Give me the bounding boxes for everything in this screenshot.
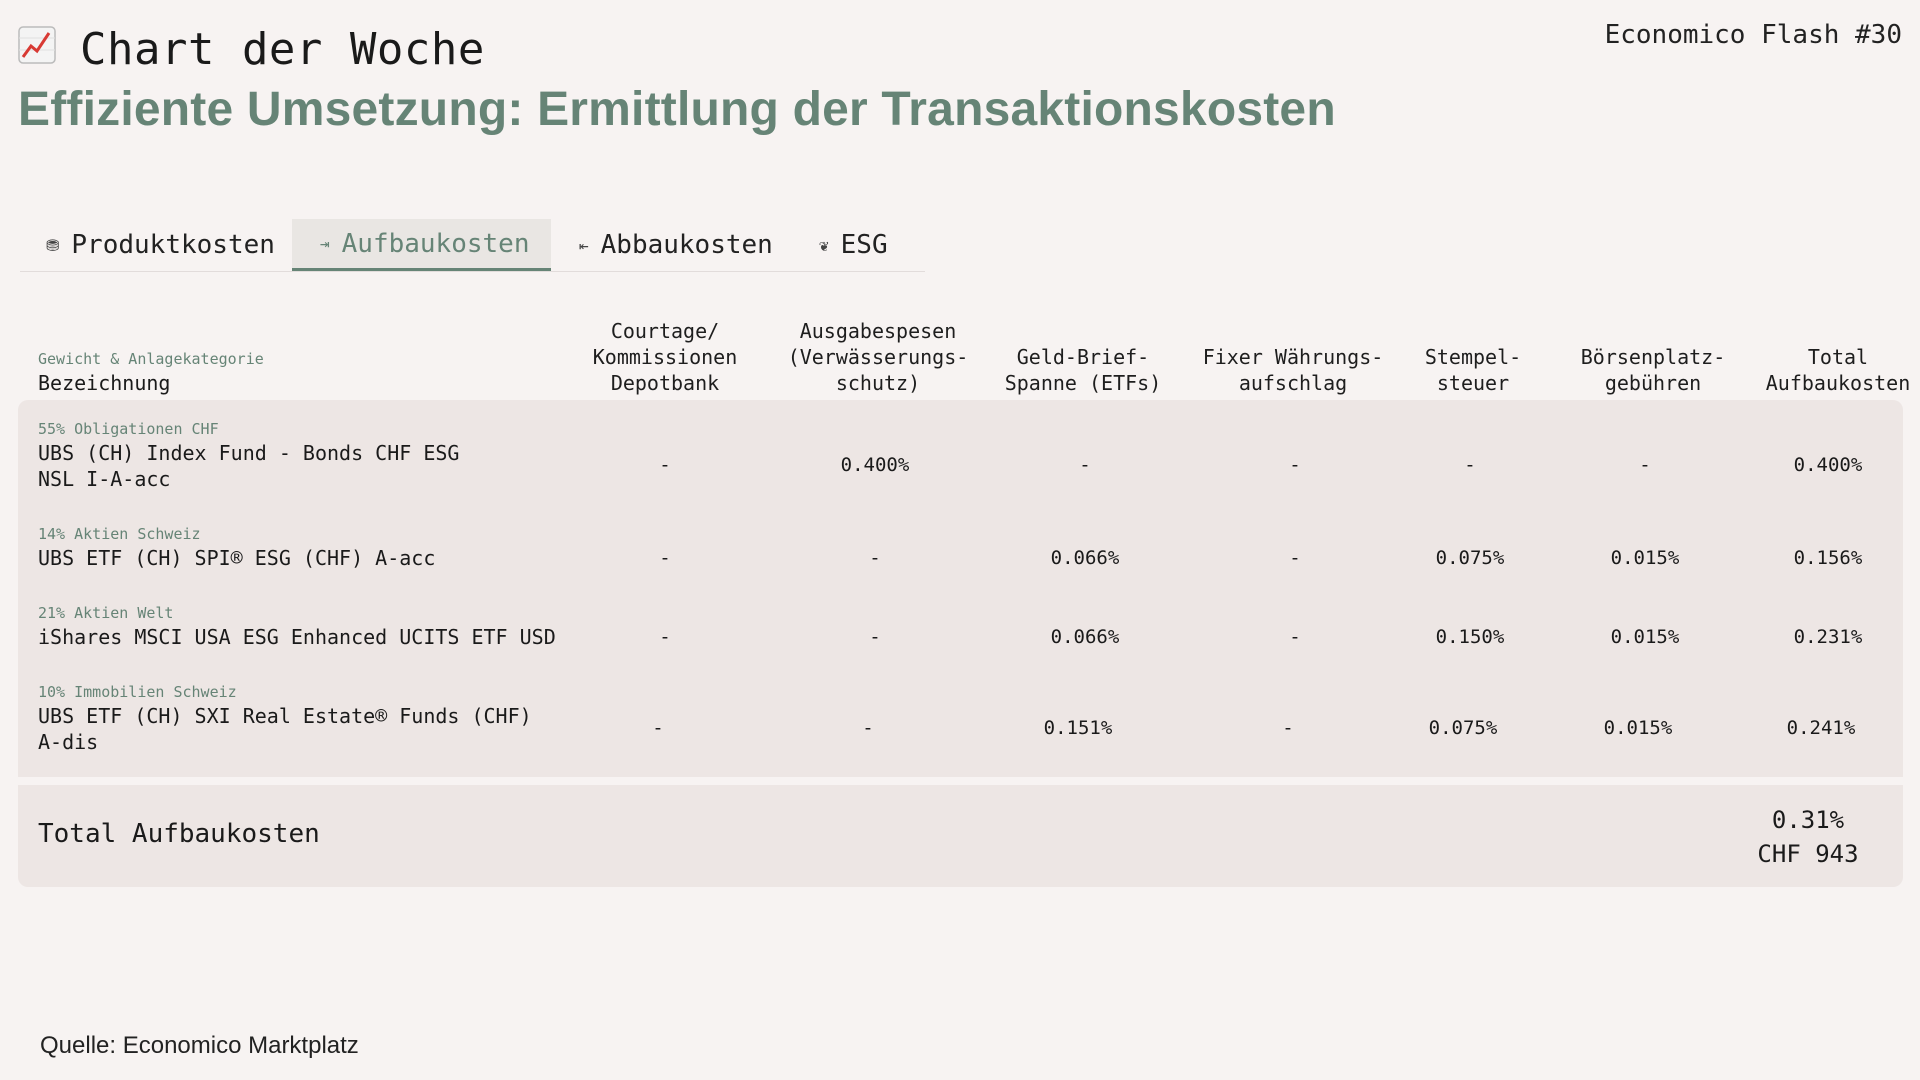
total-value: 0.31% CHF 943 xyxy=(1708,803,1908,871)
column-header: Stempel- steuer xyxy=(1424,345,1522,395)
column-header: Geld-Brief- Spanne (ETFs) xyxy=(1004,345,1162,395)
table-cell: - xyxy=(1289,626,1301,648)
header: Chart der Woche Economico Flash #30 xyxy=(18,14,1902,84)
total-amount: CHF 943 xyxy=(1757,840,1859,868)
table-cell: 0.075% xyxy=(1428,717,1498,739)
table-cell: - xyxy=(1639,454,1651,476)
row-category: 10% Immobilien Schweiz xyxy=(38,683,237,701)
page-title: Effiziente Umsetzung: Ermittlung der Tra… xyxy=(18,83,1336,136)
table-cell: 0.066% xyxy=(1050,626,1120,648)
sign-in-icon: ⇥ xyxy=(320,234,330,253)
table-cell: 0.156% xyxy=(1793,547,1863,569)
table-cell: 0.241% xyxy=(1786,717,1856,739)
table-cell: - xyxy=(659,626,671,648)
header-category: Gewicht & Anlagekategorie xyxy=(38,350,264,368)
tab-label: Abbaukosten xyxy=(600,230,773,260)
total-percent: 0.31% xyxy=(1771,806,1845,834)
cost-table: Gewicht & Anlagekategorie Bezeichnung Co… xyxy=(18,300,1910,887)
page-kicker: Chart der Woche xyxy=(80,24,485,75)
table-header: Gewicht & Anlagekategorie Bezeichnung Co… xyxy=(18,300,1910,400)
table-cell: - xyxy=(652,717,664,739)
row-name: UBS ETF (CH) SPI® ESG (CHF) A-acc xyxy=(38,546,436,570)
tab-bar: ⛃ Produktkosten ⇥ Aufbaukosten ⇤ Abbauko… xyxy=(20,219,925,272)
issue-label: Economico Flash #30 xyxy=(1604,20,1902,50)
row-name: iShares MSCI USA ESG Enhanced UCITS ETF … xyxy=(38,625,556,649)
tab-label: Aufbaukosten xyxy=(341,228,530,259)
table-cell: - xyxy=(1282,717,1294,739)
column-header: Total Aufbaukosten xyxy=(1765,345,1911,395)
table-cell: 0.066% xyxy=(1050,547,1120,569)
tab-esg[interactable]: ❦ ESG xyxy=(791,219,911,271)
total-label: Total Aufbaukosten xyxy=(38,819,320,849)
column-header: Börsenplatz- gebühren xyxy=(1580,345,1726,395)
tab-aufbaukosten[interactable]: ⇥ Aufbaukosten xyxy=(292,219,551,271)
tab-label: Produktkosten xyxy=(71,230,275,260)
source-note: Quelle: Economico Marktplatz xyxy=(40,1032,359,1059)
total-row: Total Aufbaukosten 0.31% CHF 943 xyxy=(18,782,1903,887)
chart-increasing-icon xyxy=(18,26,56,64)
row-category: 55% Obligationen CHF xyxy=(38,420,219,438)
table-cell: 0.231% xyxy=(1793,626,1863,648)
table-cell: 0.400% xyxy=(840,454,910,476)
column-header: Courtage/ Kommissionen Depotbank xyxy=(592,319,738,395)
coins-icon: ⛃ xyxy=(46,235,60,255)
row-category: 14% Aktien Schweiz xyxy=(38,525,201,543)
table-cell: - xyxy=(1079,454,1091,476)
table-cell: 0.075% xyxy=(1435,547,1505,569)
table-cell: 0.015% xyxy=(1603,717,1673,739)
column-header: Fixer Währungs- aufschlag xyxy=(1202,345,1384,395)
leaf-icon: ❦ xyxy=(819,235,829,255)
table-cell: 0.400% xyxy=(1793,454,1863,476)
table-cell: - xyxy=(1289,454,1301,476)
tab-abbaukosten[interactable]: ⇤ Abbaukosten xyxy=(551,219,791,271)
tab-produktkosten[interactable]: ⛃ Produktkosten xyxy=(20,219,292,271)
table-cell: - xyxy=(869,547,881,569)
table-cell: 0.150% xyxy=(1435,626,1505,648)
header-name: Bezeichnung xyxy=(38,371,171,395)
table-cell: 0.015% xyxy=(1610,626,1680,648)
table-body: 55% Obligationen CHF UBS (CH) Index Fund… xyxy=(18,400,1903,777)
column-header: Ausgabespesen (Verwässerungs- schutz) xyxy=(787,319,969,395)
tab-label: ESG xyxy=(840,230,888,260)
row-category: 21% Aktien Welt xyxy=(38,604,174,622)
table-cell: 0.151% xyxy=(1043,717,1113,739)
row-name: UBS ETF (CH) SXI Real Estate® Funds (CHF… xyxy=(38,704,532,754)
table-cell: - xyxy=(659,454,671,476)
table-cell: - xyxy=(1289,547,1301,569)
row-name: UBS (CH) Index Fund - Bonds CHF ESG NSL … xyxy=(38,441,460,491)
table-cell: - xyxy=(862,717,874,739)
header-left: Gewicht & Anlagekategorie Bezeichnung xyxy=(38,348,264,396)
sign-out-icon: ⇤ xyxy=(579,235,589,255)
table-cell: - xyxy=(659,547,671,569)
table-cell: - xyxy=(1464,454,1476,476)
table-cell: - xyxy=(869,626,881,648)
table-cell: 0.015% xyxy=(1610,547,1680,569)
